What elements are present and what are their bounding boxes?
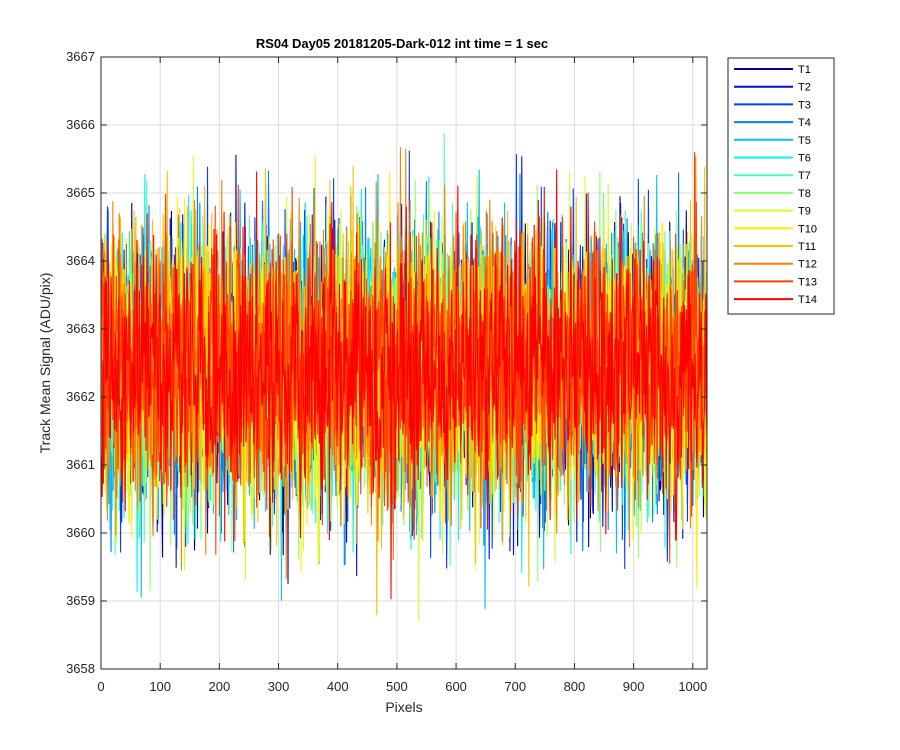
y-tick-label: 3659 [66, 593, 95, 608]
y-axis-ticks: 3658 3659 3660 3661 3662 3663 3664 3665 3666 3667 [66, 49, 707, 676]
legend-label: T7 [798, 170, 811, 182]
legend-label: T14 [798, 294, 817, 306]
legend-item-t14[interactable]: T14 [734, 294, 817, 306]
legend-label: T6 [798, 153, 811, 165]
legend-item-t11[interactable]: T11 [734, 241, 816, 253]
legend-item-t6[interactable]: T6 [734, 153, 811, 165]
series-layer [101, 133, 707, 622]
chart-title: RS04 Day05 20181205-Dark-012 int time = … [256, 36, 548, 51]
x-tick-label: 1000 [678, 679, 707, 694]
legend-item-t13[interactable]: T13 [734, 276, 817, 288]
y-tick-label: 3658 [66, 661, 95, 676]
y-tick-label: 3666 [66, 117, 95, 132]
legend-label: T9 [798, 206, 811, 218]
x-tick-label: 800 [564, 679, 586, 694]
legend-label: T13 [798, 276, 817, 288]
legend[interactable]: T1 T2 T3 T4 T5 T6 T7 T8 T9 T10 T11 T12 T13 T14 [727, 57, 835, 315]
x-tick-label: 400 [327, 679, 349, 694]
x-tick-label: 100 [149, 679, 171, 694]
y-tick-label: 3662 [66, 389, 95, 404]
legend-item-t8[interactable]: T8 [734, 188, 811, 200]
x-axis-ticks: 0 100 200 300 400 500 600 700 800 900 1000 [97, 57, 707, 694]
legend-item-t5[interactable]: T5 [734, 135, 811, 147]
legend-item-t2[interactable]: T2 [734, 82, 811, 94]
x-tick-label: 700 [504, 679, 526, 694]
legend-box [727, 57, 835, 315]
x-axis-label: Pixels [385, 699, 422, 715]
x-tick-label: 300 [268, 679, 290, 694]
y-axis-label: Track Mean Signal (ADU/pix) [37, 273, 53, 454]
plot-area-frame [100, 56, 708, 670]
legend-item-t12[interactable]: T12 [734, 259, 817, 271]
y-tick-label: 3663 [66, 321, 95, 336]
legend-label: T5 [798, 135, 811, 147]
x-tick-label: 0 [97, 679, 104, 694]
legend-label: T10 [798, 223, 817, 235]
legend-label: T1 [798, 64, 811, 76]
x-tick-label: 600 [445, 679, 467, 694]
legend-item-t10[interactable]: T10 [734, 223, 817, 235]
legend-item-t7[interactable]: T7 [734, 170, 811, 182]
legend-item-t9[interactable]: T9 [734, 206, 811, 218]
y-tick-label: 3664 [66, 253, 95, 268]
y-tick-label: 3667 [66, 49, 95, 64]
legend-label: T3 [798, 99, 811, 111]
series-line-t14 [101, 169, 707, 600]
x-tick-label: 200 [209, 679, 231, 694]
legend-item-t1[interactable]: T1 [734, 64, 811, 76]
legend-label: T11 [798, 241, 816, 253]
legend-item-t4[interactable]: T4 [734, 117, 811, 129]
y-tick-label: 3660 [66, 525, 95, 540]
y-tick-label: 3665 [66, 185, 95, 200]
legend-label: T4 [798, 117, 811, 129]
legend-label: T2 [798, 82, 811, 94]
y-tick-label: 3661 [66, 457, 95, 472]
x-tick-label: 500 [386, 679, 408, 694]
legend-label: T12 [798, 259, 817, 271]
legend-item-t3[interactable]: T3 [734, 99, 811, 111]
legend-label: T8 [798, 188, 811, 200]
x-tick-label: 900 [623, 679, 645, 694]
